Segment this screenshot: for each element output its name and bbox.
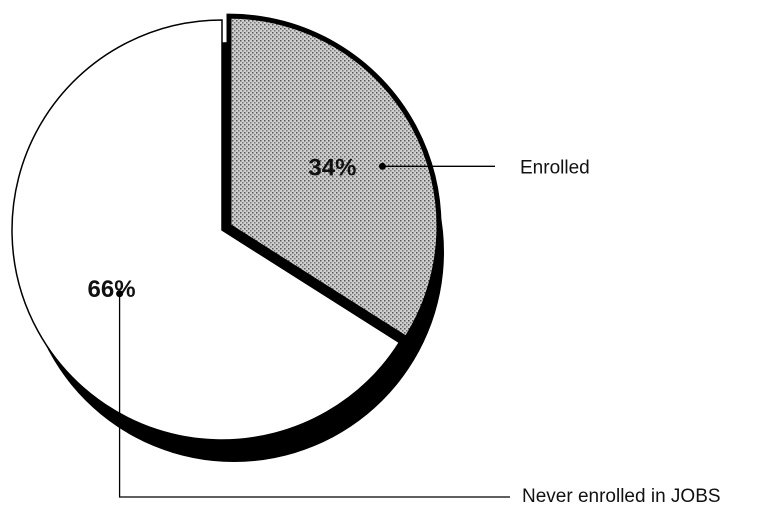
callout-line xyxy=(118,293,510,498)
value-label: 34% xyxy=(308,155,356,182)
pie-slice xyxy=(11,19,401,441)
category-label: Never enrolled in JOBS xyxy=(522,486,721,507)
category-label: Enrolled xyxy=(520,157,590,178)
value-label: 66% xyxy=(88,276,136,303)
pie-slice xyxy=(226,13,442,343)
